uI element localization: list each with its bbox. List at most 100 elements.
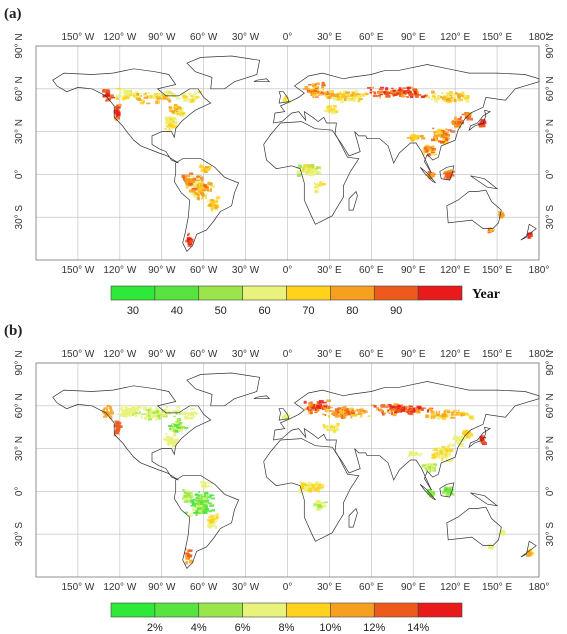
data-cell [103,407,109,410]
data-cell [409,452,414,456]
data-cell [163,96,168,100]
lon-tick-bottom: 180° [529,582,550,593]
data-cell [314,482,320,485]
data-cell [189,172,194,175]
data-cell [344,411,347,414]
data-cell [426,95,430,98]
data-cell [305,171,308,174]
data-cell [367,415,371,417]
data-cell [438,410,441,414]
data-cell [360,94,363,98]
data-cell [325,425,331,429]
data-cell [438,95,442,100]
data-cell [318,483,322,487]
data-cell [196,96,200,99]
lat-tick-left: 0° [14,170,25,180]
data-cell [417,94,422,96]
data-cell [115,432,119,435]
lat-tick-left: 30° S [14,522,25,547]
data-cell [189,238,194,243]
data-cell [136,93,139,96]
data-cell [187,412,193,416]
coastline-eurasia [273,381,540,491]
data-cell [391,87,394,90]
lat-tick-right: 90° N [545,33,556,58]
data-cell [447,93,451,95]
data-cell [186,490,191,493]
data-cell [155,412,160,415]
lon-tick-bottom: 150° W [61,582,94,593]
data-cell [360,408,364,413]
data-cell [172,116,176,120]
data-cell [397,407,402,410]
data-cell [384,405,389,408]
data-cell [455,436,460,440]
data-cell [436,413,441,416]
data-cell [121,405,124,408]
data-cell [459,436,464,439]
data-cell [302,169,307,173]
data-cell [442,135,447,137]
data-cell [307,409,312,413]
data-cell [172,106,175,109]
data-cell [144,416,148,420]
data-cell [313,182,316,185]
data-cell [456,121,462,124]
data-cell [435,139,438,142]
data-cell [208,188,210,192]
data-cell [354,90,359,94]
data-cell [109,415,113,419]
data-cell [445,493,449,498]
lat-tick-left: 60° N [14,76,25,101]
data-cell [457,119,461,122]
data-cell [408,405,414,408]
data-cell [334,414,339,418]
data-cell [440,133,443,136]
lon-tick-top: 60° W [190,32,218,43]
data-cell [138,412,141,416]
data-cell [209,185,215,189]
data-cell [175,107,179,111]
data-cell [310,401,313,405]
data-cell [188,492,193,496]
data-cell [203,184,207,188]
data-cell [425,145,429,148]
data-cell [137,406,142,409]
data-cell [170,438,174,441]
data-cell [365,410,368,413]
data-cell [306,89,310,93]
data-cell [197,501,200,506]
data-cell [444,131,450,134]
data-cell [203,170,208,173]
data-cell [183,495,188,499]
data-cell [185,494,188,497]
data-cell [398,409,402,413]
data-cell [136,95,142,99]
data-cell [146,92,151,95]
data-cell [117,95,122,97]
data-cell [435,410,438,414]
data-cell [434,137,438,140]
data-cell [320,93,323,96]
data-cell [181,425,186,429]
data-cell [457,93,462,97]
lon-tick-bottom: 150° W [61,265,94,276]
data-cell [316,170,319,173]
lat-tick-right: 60° N [545,393,556,418]
data-cell [176,110,179,113]
data-cell [212,204,215,208]
data-cell [174,421,179,425]
data-cell [126,93,129,97]
data-cell [340,99,344,104]
data-cell [421,464,426,468]
data-cell [357,99,361,103]
data-cell [431,462,434,466]
data-cell [385,91,390,95]
data-cell [191,98,194,103]
data-cell [168,124,173,127]
data-cell [452,411,458,414]
data-cell [467,118,470,121]
data-cell [214,526,217,529]
data-cell [156,409,159,414]
data-cell [379,93,384,96]
